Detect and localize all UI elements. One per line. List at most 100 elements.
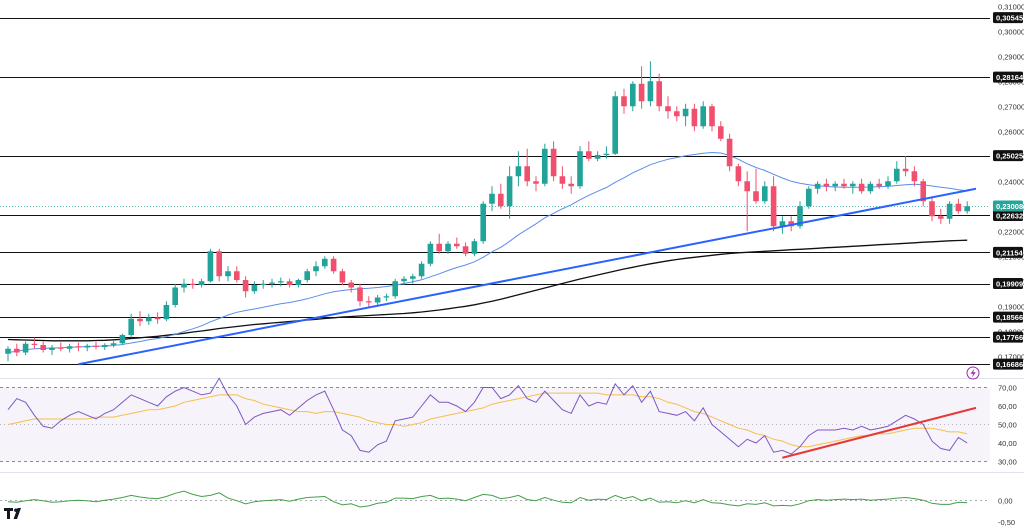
candle[interactable] [119, 333, 126, 345]
candle[interactable] [190, 278, 196, 289]
price-pane[interactable] [0, 18, 1024, 473]
candle[interactable] [929, 196, 935, 222]
candle[interactable] [894, 161, 900, 184]
candle[interactable] [234, 266, 240, 283]
rsi-pane[interactable] [0, 377, 990, 462]
candle[interactable] [577, 146, 583, 189]
candle[interactable] [885, 176, 891, 189]
rsi-trendline[interactable] [782, 406, 977, 459]
candle[interactable] [779, 216, 786, 234]
level-tag[interactable]: 0,22632 [993, 209, 1023, 221]
candle[interactable] [172, 283, 178, 308]
candle[interactable] [84, 343, 90, 352]
candle[interactable] [401, 276, 407, 285]
candle[interactable] [348, 280, 354, 293]
candle[interactable] [814, 181, 821, 194]
candle[interactable] [718, 121, 724, 142]
candle[interactable] [40, 341, 46, 353]
candle[interactable] [638, 66, 645, 109]
candle[interactable] [876, 178, 882, 189]
candle[interactable] [304, 268, 310, 283]
level-tag[interactable]: 0,16686 [993, 358, 1023, 370]
candle[interactable] [14, 343, 20, 357]
candle[interactable] [322, 256, 328, 269]
candle[interactable] [110, 340, 117, 348]
price-axis[interactable]: 0,310000,300000,290000,280000,270000,260… [993, 2, 1024, 527]
candle[interactable] [612, 91, 618, 155]
candle[interactable] [146, 313, 152, 325]
candle[interactable] [515, 151, 522, 187]
candle[interactable] [665, 96, 671, 119]
candle[interactable] [225, 266, 231, 282]
candle[interactable] [392, 278, 398, 299]
candle[interactable] [559, 166, 566, 189]
candle[interactable] [251, 281, 258, 294]
candle[interactable] [427, 241, 434, 267]
candle[interactable] [586, 141, 592, 162]
candle[interactable] [621, 88, 627, 114]
candle[interactable] [674, 106, 680, 122]
candle[interactable] [295, 278, 302, 288]
candle[interactable] [207, 248, 214, 283]
candle[interactable] [682, 103, 689, 127]
support-trendline[interactable] [78, 187, 977, 366]
candle[interactable] [49, 345, 55, 355]
candle[interactable] [542, 143, 548, 187]
candle[interactable] [58, 342, 64, 352]
candle[interactable] [647, 61, 654, 107]
candle[interactable] [436, 233, 442, 254]
candle[interactable] [709, 103, 715, 132]
candle[interactable] [920, 178, 926, 207]
candle[interactable] [75, 342, 82, 352]
candle[interactable] [823, 178, 830, 192]
candle[interactable] [5, 346, 11, 362]
candle[interactable] [102, 343, 108, 350]
candle[interactable] [471, 238, 478, 257]
candle[interactable] [489, 186, 495, 212]
candle[interactable] [357, 283, 363, 307]
candle[interactable] [850, 181, 856, 194]
candle[interactable] [313, 261, 319, 277]
candle[interactable] [278, 277, 284, 287]
candle[interactable] [198, 278, 205, 288]
candle[interactable] [753, 168, 759, 204]
candle[interactable] [594, 151, 601, 162]
candle[interactable] [506, 166, 513, 219]
candle[interactable] [568, 176, 574, 194]
level-tag[interactable]: 0,25025 [993, 150, 1023, 162]
oscillator-pane[interactable] [0, 490, 990, 508]
candle[interactable] [946, 201, 953, 224]
candle[interactable] [66, 343, 73, 353]
level-tag[interactable]: 0,19909 [993, 278, 1023, 290]
candle[interactable] [216, 248, 222, 282]
candle[interactable] [242, 276, 249, 298]
candle[interactable] [31, 337, 38, 349]
candle[interactable] [806, 186, 812, 209]
candle[interactable] [339, 268, 346, 285]
candle[interactable] [445, 241, 451, 254]
candle[interactable] [410, 273, 416, 284]
candle[interactable] [603, 146, 610, 159]
candle[interactable] [330, 256, 337, 274]
candle[interactable] [154, 312, 161, 324]
candle[interactable] [454, 237, 460, 249]
candle[interactable] [656, 73, 662, 112]
candle[interactable] [762, 181, 768, 204]
candle[interactable] [181, 278, 187, 293]
level-tag[interactable]: 0,17766 [993, 331, 1023, 343]
candle[interactable] [832, 181, 838, 192]
candle[interactable] [726, 133, 733, 172]
candle[interactable] [867, 181, 874, 194]
candle[interactable] [286, 278, 293, 288]
candle[interactable] [630, 81, 636, 112]
candle[interactable] [480, 201, 486, 244]
candle[interactable] [533, 176, 539, 192]
candle[interactable] [744, 171, 750, 232]
candle[interactable] [22, 341, 29, 355]
candle[interactable] [383, 293, 390, 302]
candle[interactable] [841, 178, 847, 189]
candle[interactable] [700, 101, 706, 129]
lightning-icon[interactable] [966, 366, 980, 380]
candle[interactable] [260, 280, 266, 289]
candle[interactable] [691, 103, 698, 132]
